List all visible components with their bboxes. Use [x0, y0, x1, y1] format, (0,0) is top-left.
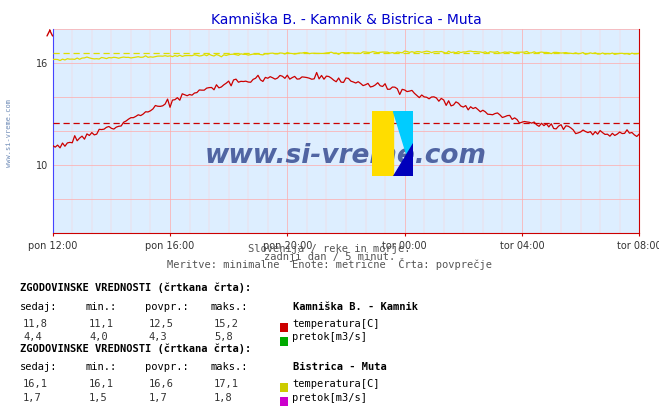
- Text: 4,4: 4,4: [23, 332, 42, 342]
- Text: maks.:: maks.:: [211, 302, 248, 312]
- Text: min.:: min.:: [86, 362, 117, 372]
- Text: 4,3: 4,3: [148, 332, 167, 342]
- Text: sedaj:: sedaj:: [20, 362, 57, 372]
- Bar: [372, 111, 393, 176]
- Text: 15,2: 15,2: [214, 319, 239, 329]
- Text: 1,7: 1,7: [23, 393, 42, 403]
- Text: 16,1: 16,1: [23, 379, 48, 389]
- Text: ZGODOVINSKE VREDNOSTI (črtkana črta):: ZGODOVINSKE VREDNOSTI (črtkana črta):: [20, 343, 251, 354]
- Text: 12,5: 12,5: [148, 319, 173, 329]
- Text: Bistrica - Muta: Bistrica - Muta: [293, 362, 387, 372]
- Text: 4,0: 4,0: [89, 332, 107, 342]
- Text: 1,5: 1,5: [89, 393, 107, 403]
- Text: temperatura[C]: temperatura[C]: [292, 319, 380, 329]
- Text: 1,8: 1,8: [214, 393, 233, 403]
- Text: pretok[m3/s]: pretok[m3/s]: [292, 332, 367, 342]
- Text: 17,1: 17,1: [214, 379, 239, 389]
- Text: 16,1: 16,1: [89, 379, 114, 389]
- Text: www.si-vreme.com: www.si-vreme.com: [205, 143, 487, 168]
- Text: temperatura[C]: temperatura[C]: [292, 379, 380, 389]
- Text: min.:: min.:: [86, 302, 117, 312]
- Text: 11,8: 11,8: [23, 319, 48, 329]
- Text: 16,6: 16,6: [148, 379, 173, 389]
- Text: pretok[m3/s]: pretok[m3/s]: [292, 393, 367, 403]
- Text: www.si-vreme.com: www.si-vreme.com: [6, 99, 13, 167]
- Text: zadnji dan / 5 minut.: zadnji dan / 5 minut.: [264, 252, 395, 262]
- Polygon shape: [393, 111, 413, 176]
- Title: Kamniška B. - Kamnik & Bistrica - Muta: Kamniška B. - Kamnik & Bistrica - Muta: [211, 12, 481, 27]
- Text: povpr.:: povpr.:: [145, 362, 188, 372]
- Text: ZGODOVINSKE VREDNOSTI (črtkana črta):: ZGODOVINSKE VREDNOSTI (črtkana črta):: [20, 283, 251, 293]
- Text: 1,7: 1,7: [148, 393, 167, 403]
- Text: 11,1: 11,1: [89, 319, 114, 329]
- Text: povpr.:: povpr.:: [145, 302, 188, 312]
- Text: 5,8: 5,8: [214, 332, 233, 342]
- Text: Meritve: minimalne  Enote: metrične  Črta: povprečje: Meritve: minimalne Enote: metrične Črta:…: [167, 258, 492, 270]
- Text: Kamniška B. - Kamnik: Kamniška B. - Kamnik: [293, 302, 418, 312]
- Polygon shape: [393, 143, 413, 176]
- Text: sedaj:: sedaj:: [20, 302, 57, 312]
- Text: Slovenija / reke in morje.: Slovenija / reke in morje.: [248, 244, 411, 254]
- Text: maks.:: maks.:: [211, 362, 248, 372]
